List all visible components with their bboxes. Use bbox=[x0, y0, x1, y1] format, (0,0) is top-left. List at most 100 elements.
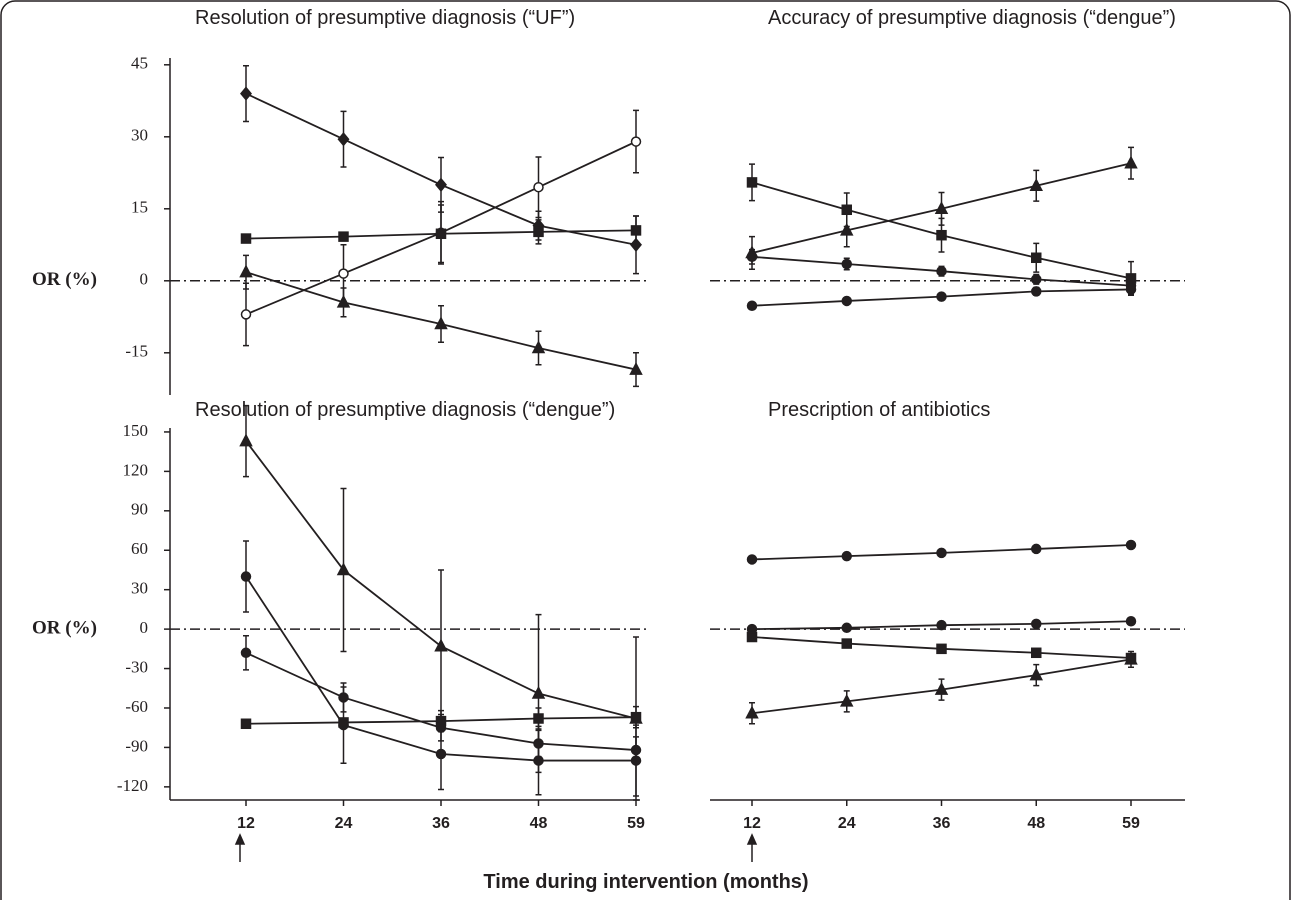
panel-title: Resolution of presumptive diagnosis (“UF… bbox=[195, 7, 575, 29]
marker bbox=[936, 265, 947, 277]
marker bbox=[533, 713, 544, 724]
panel-title: Resolution of presumptive diagnosis (“de… bbox=[195, 399, 615, 421]
series bbox=[240, 705, 642, 733]
marker bbox=[531, 340, 546, 354]
marker bbox=[435, 177, 447, 192]
series bbox=[746, 248, 1137, 292]
x-tick-label: 48 bbox=[530, 815, 548, 832]
series bbox=[240, 204, 642, 264]
series bbox=[745, 650, 1138, 725]
marker bbox=[338, 692, 349, 703]
marker bbox=[630, 225, 642, 236]
marker bbox=[337, 132, 350, 147]
marker bbox=[746, 177, 758, 188]
y-axis-label: OR (%) bbox=[32, 617, 97, 638]
marker bbox=[745, 705, 759, 719]
marker bbox=[841, 622, 852, 634]
series bbox=[746, 615, 1137, 635]
y-tick-label: -90 bbox=[125, 736, 148, 755]
marker bbox=[435, 228, 447, 240]
marker bbox=[240, 309, 252, 320]
y-tick-label: 15 bbox=[131, 198, 148, 217]
marker bbox=[841, 204, 852, 216]
marker bbox=[936, 229, 947, 241]
marker bbox=[934, 681, 949, 695]
marker bbox=[434, 316, 448, 330]
marker bbox=[934, 201, 949, 215]
y-tick-label: 0 bbox=[140, 270, 149, 289]
marker bbox=[1125, 539, 1137, 551]
marker bbox=[630, 744, 642, 756]
marker bbox=[336, 294, 351, 308]
y-tick-label: 30 bbox=[131, 126, 148, 145]
marker bbox=[630, 136, 642, 147]
marker bbox=[434, 638, 448, 652]
series bbox=[746, 631, 1137, 664]
marker bbox=[240, 86, 252, 101]
marker bbox=[1029, 178, 1043, 192]
marker bbox=[746, 251, 758, 263]
marker bbox=[1125, 284, 1137, 295]
marker bbox=[240, 718, 252, 730]
arrow-head bbox=[746, 833, 758, 845]
y-tick-label: -30 bbox=[125, 657, 148, 676]
y-tick-label: 120 bbox=[123, 460, 149, 479]
marker bbox=[1124, 651, 1138, 665]
y-tick-label: 30 bbox=[131, 579, 148, 598]
marker bbox=[936, 643, 947, 655]
marker bbox=[533, 738, 544, 749]
marker bbox=[1031, 252, 1042, 264]
marker bbox=[239, 264, 253, 278]
marker bbox=[840, 222, 854, 236]
x-tick-label: 12 bbox=[237, 815, 255, 832]
marker bbox=[746, 554, 758, 565]
marker bbox=[841, 638, 852, 649]
marker bbox=[533, 181, 544, 193]
marker bbox=[435, 748, 447, 760]
marker bbox=[240, 233, 252, 244]
marker bbox=[240, 647, 252, 659]
marker bbox=[1031, 647, 1042, 659]
marker bbox=[630, 711, 642, 723]
x-tick-label: 59 bbox=[627, 815, 645, 832]
x-tick-label: 48 bbox=[1027, 815, 1045, 832]
y-tick-label: -120 bbox=[117, 776, 148, 795]
y-tick-label: 45 bbox=[131, 54, 148, 73]
series bbox=[746, 163, 1137, 296]
x-tick-label: 24 bbox=[335, 815, 353, 832]
marker bbox=[1124, 155, 1138, 169]
series bbox=[746, 283, 1137, 312]
marker bbox=[336, 562, 351, 576]
x-tick-label: 36 bbox=[432, 815, 450, 832]
marker bbox=[1125, 615, 1137, 627]
marker bbox=[629, 361, 643, 375]
marker bbox=[1031, 274, 1042, 285]
arrow-head bbox=[234, 833, 246, 845]
marker bbox=[746, 631, 758, 643]
x-tick-label: 24 bbox=[838, 815, 856, 832]
y-axis-label: OR (%) bbox=[32, 269, 97, 290]
x-tick-label: 12 bbox=[743, 815, 761, 832]
marker bbox=[533, 226, 544, 238]
marker bbox=[435, 715, 447, 727]
marker bbox=[841, 258, 852, 270]
marker bbox=[746, 300, 758, 312]
marker bbox=[531, 685, 546, 699]
series bbox=[239, 254, 643, 388]
marker bbox=[1031, 618, 1042, 630]
arrows bbox=[234, 833, 758, 862]
y-tick-label: 90 bbox=[131, 500, 148, 519]
x-tick-label: 36 bbox=[933, 815, 951, 832]
x-axis-label: Time during intervention (months) bbox=[483, 871, 808, 893]
marker bbox=[1031, 543, 1042, 555]
marker bbox=[338, 717, 349, 728]
marker bbox=[338, 231, 349, 242]
marker bbox=[1031, 286, 1042, 297]
marker bbox=[240, 571, 252, 582]
panel-title: Accuracy of presumptive diagnosis (“deng… bbox=[768, 7, 1176, 29]
marker bbox=[841, 550, 852, 562]
marker bbox=[533, 755, 544, 766]
y-tick-label: 0 bbox=[140, 618, 149, 637]
